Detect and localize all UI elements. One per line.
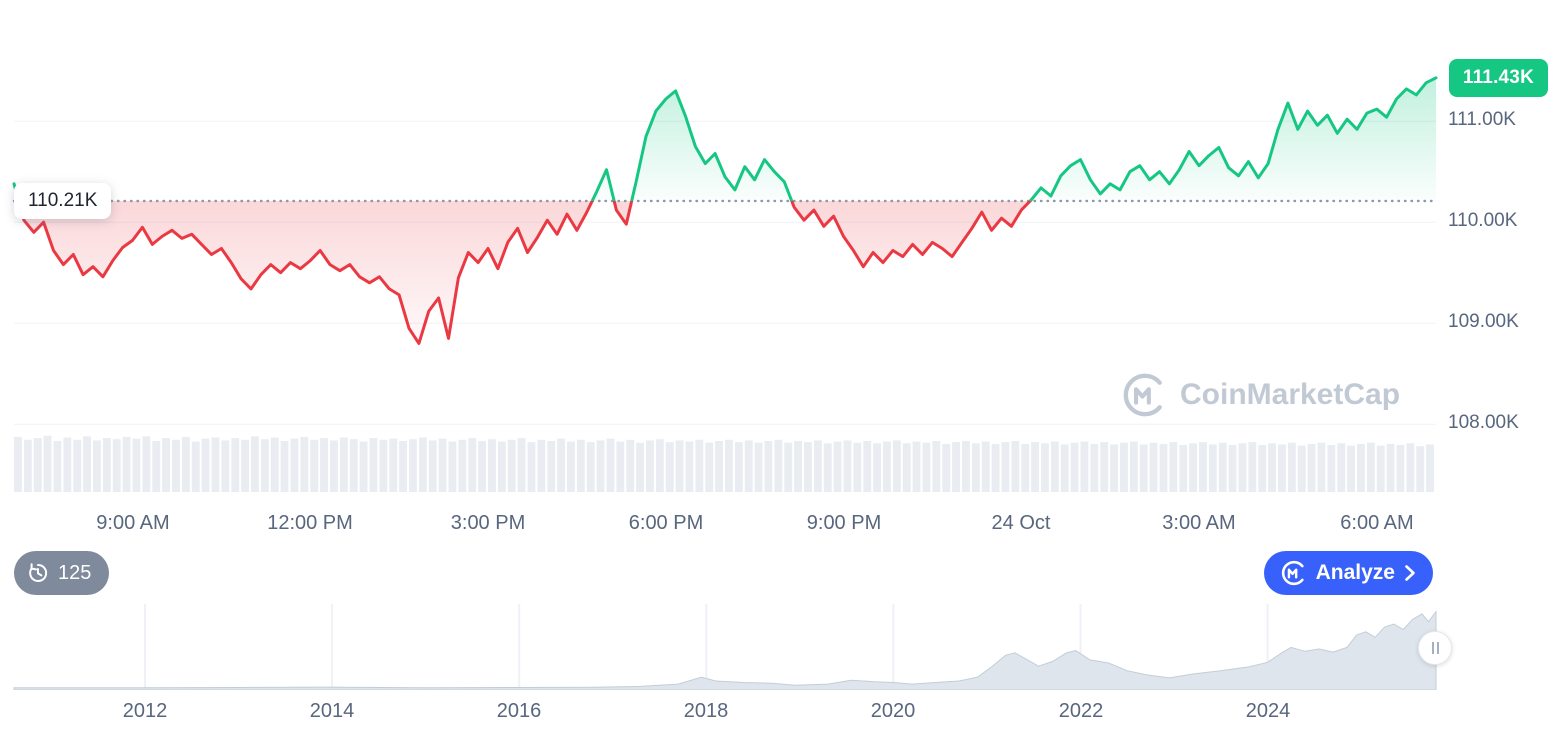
mini-year-label: 2016 bbox=[496, 700, 542, 722]
x-axis-label: 6:00 AM bbox=[1340, 512, 1414, 534]
handle-grip-icon bbox=[1431, 642, 1434, 654]
x-axis-label: 3:00 AM bbox=[1162, 512, 1236, 534]
y-axis-label: 111.00K bbox=[1448, 109, 1516, 131]
range-selector-chart[interactable] bbox=[0, 604, 1566, 690]
x-axis-label: 24 Oct bbox=[991, 512, 1051, 534]
mini-year-label: 2024 bbox=[1245, 700, 1291, 722]
baseline-price-label: 110.21K bbox=[14, 183, 112, 219]
range-handle[interactable] bbox=[1418, 631, 1452, 665]
coinmarketcap-badge-icon bbox=[1281, 560, 1307, 586]
chevron-right-icon bbox=[1404, 564, 1416, 582]
analyze-button[interactable]: Analyze bbox=[1263, 551, 1433, 595]
y-axis-label: 109.00K bbox=[1448, 311, 1519, 333]
coinmarketcap-watermark: CoinMarketCap bbox=[1122, 372, 1400, 418]
mini-year-label: 2020 bbox=[870, 700, 916, 722]
current-price-badge: 111.43K bbox=[1448, 59, 1548, 97]
mini-year-label: 2014 bbox=[309, 700, 355, 722]
x-axis-label: 12:00 PM bbox=[267, 512, 353, 534]
analyze-label: Analyze bbox=[1315, 561, 1395, 584]
x-axis-label: 9:00 AM bbox=[96, 512, 170, 534]
baseline-price-text: 110.21K bbox=[28, 190, 98, 211]
history-clock-icon bbox=[27, 562, 49, 584]
x-axis-label: 9:00 PM bbox=[806, 512, 882, 534]
watermark-text: CoinMarketCap bbox=[1180, 378, 1401, 411]
history-count-badge[interactable]: 125 bbox=[14, 551, 110, 595]
mini-year-label: 2022 bbox=[1058, 700, 1104, 722]
x-axis-label: 3:00 PM bbox=[450, 512, 526, 534]
mini-year-label: 2012 bbox=[122, 700, 168, 722]
y-axis-label: 110.00K bbox=[1448, 210, 1518, 232]
coinmarketcap-logo-icon bbox=[1122, 372, 1168, 418]
handle-grip-icon bbox=[1436, 642, 1439, 654]
mini-year-label: 2018 bbox=[683, 700, 729, 722]
current-price-text: 111.43K bbox=[1462, 67, 1534, 88]
history-count-text: 125 bbox=[58, 561, 92, 584]
main-price-line-chart[interactable] bbox=[0, 0, 1566, 500]
x-axis-label: 6:00 PM bbox=[628, 512, 704, 534]
y-axis-label: 108.00K bbox=[1448, 412, 1519, 434]
